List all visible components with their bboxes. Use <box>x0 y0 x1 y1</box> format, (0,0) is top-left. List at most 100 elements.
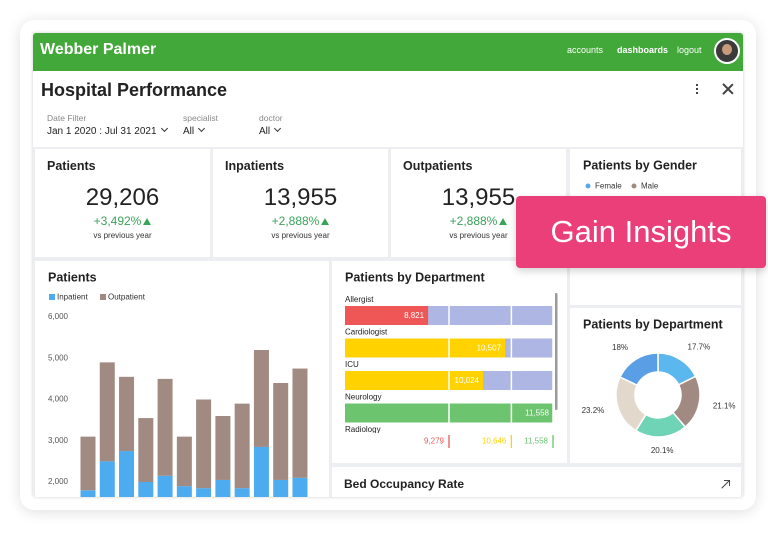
category-label: Cardiologist <box>345 328 388 337</box>
kpi-change-row: +2,888% <box>213 214 388 228</box>
up-arrow <box>499 218 508 225</box>
slice-label: 17.7% <box>688 343 711 352</box>
bar-segment <box>292 368 308 478</box>
kpi-change-row: +2,888% <box>391 214 566 228</box>
kpi-card: Inpatients 13,955 +2,888% vs previous ye… <box>213 149 388 257</box>
bar-segment <box>80 490 96 497</box>
filter-value[interactable]: Jan 1 2020 : Jul 31 2021 <box>47 126 167 137</box>
kpi-value: 13,955 <box>441 184 516 211</box>
bar-segment <box>215 416 231 480</box>
bar-segment <box>292 477 308 497</box>
department-bars-card: Patients by Department Allergist 8,821 Card… <box>332 261 567 463</box>
kpi-note: vs previous year <box>271 231 330 240</box>
y-tick-label: 4,000 <box>48 395 69 404</box>
value-label: 8,821 <box>404 311 425 320</box>
kpi-change: +3,492% <box>93 214 142 228</box>
x-tick-label: 11,558 <box>524 437 548 446</box>
category-label: Neurology <box>345 393 381 402</box>
patients-card: Patients Inpatient Outpatient 2,000 3,000 4,0… <box>35 261 329 497</box>
bar-segment <box>119 376 135 452</box>
kpi-note: vs previous year <box>93 231 152 240</box>
bar-segment <box>80 436 96 491</box>
bar-segment <box>196 399 212 489</box>
filter-value[interactable]: All <box>183 126 204 137</box>
up-arrow <box>321 218 330 225</box>
bar-segment <box>157 475 173 497</box>
dashboard-title: Hospital Performance <box>41 80 228 100</box>
category-label: Radiology <box>345 425 381 434</box>
bar-segment <box>234 403 250 489</box>
chart-title: Patients by Department <box>345 270 485 284</box>
legend-label: Male <box>641 182 659 191</box>
slice-label: 23.2% <box>582 406 605 415</box>
legend-label: Outpatient <box>108 293 146 302</box>
expand-icon[interactable] <box>720 479 730 489</box>
card-title: Bed Occupancy Rate <box>344 477 465 491</box>
kpi-title: Patients <box>47 159 96 173</box>
kpi-change: +2,888% <box>449 214 498 228</box>
bar-segment <box>176 436 192 487</box>
bar-segment <box>215 479 231 497</box>
x-tick-label: 9,279 <box>424 437 445 446</box>
department-bar-chart: Patients by Department Allergist 8,821 Card… <box>345 270 558 448</box>
more-menu[interactable] <box>696 84 698 86</box>
legend-dot <box>631 183 637 189</box>
top-bar: Webber Palmer accounts dashboards logout <box>33 33 743 71</box>
bar-segment <box>99 362 115 462</box>
nav-link[interactable]: logout <box>677 45 702 55</box>
bar-segment <box>119 451 135 497</box>
value-label: 10,024 <box>455 376 480 385</box>
bar-segment <box>273 479 289 497</box>
department-donut-chart: Patients by Department 17.7% 21.1% 20.1% 23.… <box>582 317 736 455</box>
bar-segment <box>138 482 154 497</box>
kpi-card: Patients 29,206 +3,492% vs previous year <box>35 149 210 257</box>
filter-label: doctor <box>259 113 283 123</box>
y-tick-label: 5,000 <box>48 353 69 362</box>
filter-label: specialist <box>183 113 218 123</box>
nav-link[interactable]: dashboards <box>617 45 669 55</box>
y-tick-label: 3,000 <box>48 436 69 445</box>
bar-rows: Allergist 8,821 Cardiologist 10,507 ICU 10,02… <box>345 295 554 434</box>
x-tick-label: 10,646 <box>482 437 507 446</box>
slice-label: 21.1% <box>713 401 736 410</box>
value-label: 10,507 <box>477 344 502 353</box>
donut-slice <box>619 352 659 387</box>
y-tick-label: 2,000 <box>48 477 69 486</box>
kpi-title: Inpatients <box>225 159 285 173</box>
up-arrow <box>143 218 152 225</box>
department-donut-card: Patients by Department 17.7% 21.1% 20.1% 23.… <box>570 308 741 463</box>
legend-label: Female <box>595 182 622 191</box>
bar-segment <box>234 488 250 497</box>
slice-label: 20.1% <box>651 446 674 455</box>
bar-segment <box>138 418 154 482</box>
avatar[interactable] <box>714 38 740 64</box>
bar-segment <box>253 446 269 497</box>
chart-title: Patients by Department <box>583 317 723 331</box>
legend-label: Inpatient <box>57 293 88 302</box>
category-label: ICU <box>345 360 359 369</box>
bar-segment <box>157 378 173 476</box>
value-label: 11,558 <box>525 409 549 418</box>
bar-segment <box>176 486 192 497</box>
patients-chart: Patients Inpatient Outpatient 2,000 3,000 4,0… <box>48 270 308 497</box>
bed-occupancy-card: Bed Occupancy Rate <box>332 467 741 497</box>
y-tick-label: 6,000 <box>48 312 69 321</box>
gender-chart: Patients by Gender Female Male <box>583 158 697 191</box>
kpi-note: vs previous year <box>449 231 508 240</box>
bar <box>345 338 506 358</box>
chart-title: Patients by Gender <box>583 158 697 172</box>
kpi-title: Outpatients <box>403 159 473 173</box>
chart-title: Patients <box>48 270 97 284</box>
legend-swatch <box>49 294 55 300</box>
bar-segment <box>273 383 289 480</box>
slice-label: 18% <box>612 343 628 352</box>
kpi-value: 13,955 <box>263 184 338 211</box>
donut-slice <box>615 376 647 432</box>
promo-badge: Gain Insights <box>516 196 766 268</box>
nav-link[interactable]: accounts <box>567 45 604 55</box>
legend-swatch <box>100 294 106 300</box>
close-button[interactable] <box>722 83 734 95</box>
scrollbar[interactable] <box>555 293 558 410</box>
filter-value[interactable]: All <box>259 126 280 137</box>
